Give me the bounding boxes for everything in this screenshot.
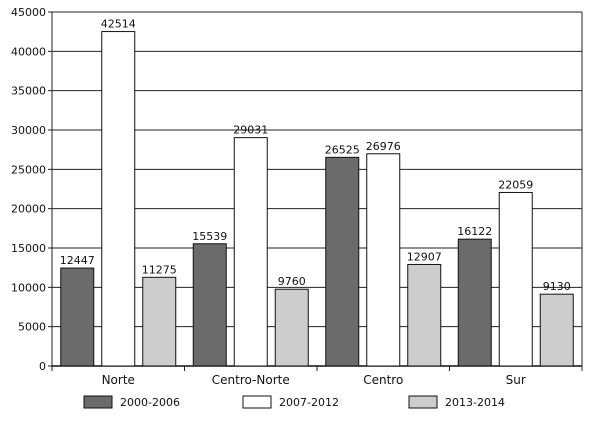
- data-label: 12447: [60, 254, 95, 267]
- legend-label: 2013-2014: [445, 396, 505, 409]
- y-tick-label: 10000: [11, 281, 46, 294]
- data-label: 26976: [366, 140, 401, 153]
- y-tick-label: 35000: [11, 85, 46, 98]
- bar-2013-2014: [407, 263, 442, 367]
- legend-swatch-2013-2014: [408, 395, 438, 409]
- gridlines: [52, 11, 582, 367]
- bar-2013-2014: [539, 293, 574, 367]
- category-label: Norte: [102, 373, 135, 387]
- data-label: 11275: [142, 263, 177, 276]
- bar-2007-2012: [366, 153, 401, 367]
- data-label: 16122: [457, 225, 492, 238]
- data-label: 26525: [325, 143, 360, 156]
- y-tick-label: 15000: [11, 242, 46, 255]
- category-label: Centro-Norte: [212, 373, 290, 387]
- data-label: 12907: [407, 250, 442, 263]
- y-tick-label: 30000: [11, 124, 46, 137]
- data-labels: 12447 42514 11275 15539 29031 9760 26525 26976 1…: [60, 18, 571, 294]
- data-label: 9130: [543, 280, 571, 293]
- legend-swatch-2007-2012: [242, 395, 272, 409]
- bar-2007-2012: [233, 137, 268, 367]
- y-tick-label: 40000: [11, 45, 46, 58]
- category-label: Centro: [363, 373, 403, 387]
- bar-2013-2014: [142, 276, 177, 367]
- y-tick-label: 20000: [11, 203, 46, 216]
- bars: [60, 31, 574, 367]
- y-tick-label: 45000: [11, 6, 46, 19]
- y-tick-label: 5000: [18, 321, 46, 334]
- data-label: 22059: [498, 178, 533, 191]
- data-label: 42514: [101, 18, 136, 31]
- y-tick-label: 25000: [11, 163, 46, 176]
- legend-label: 2000-2006: [120, 396, 180, 409]
- data-label: 29031: [233, 124, 268, 137]
- data-label: 9760: [278, 275, 306, 288]
- bar-2013-2014: [274, 288, 309, 367]
- bar-2000-2006: [192, 243, 227, 367]
- legend-label: 2007-2012: [279, 396, 339, 409]
- axes: 0 5000 10000 15000 20000 25000 30000 35000 40000…: [11, 6, 583, 387]
- bar-2007-2012: [101, 31, 136, 367]
- bar-2000-2006: [325, 156, 360, 367]
- legend-swatch-2000-2006: [83, 395, 113, 409]
- bar-2000-2006: [457, 238, 492, 367]
- data-label: 15539: [192, 230, 227, 243]
- bar-2007-2012: [498, 191, 533, 367]
- legend: 2000-2006 2007-2012 2013-2014: [83, 395, 505, 409]
- category-label: Sur: [506, 373, 526, 387]
- y-tick-label: 0: [39, 360, 46, 373]
- bar-2000-2006: [60, 267, 95, 367]
